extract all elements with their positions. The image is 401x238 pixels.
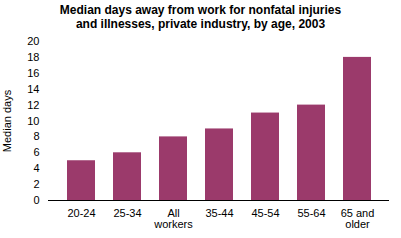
svg-text:4: 4 (33, 162, 39, 174)
svg-text:Allworkers: Allworkers (153, 207, 193, 230)
svg-text:Median days: Median days (1, 89, 13, 152)
svg-text:20: 20 (27, 35, 39, 47)
svg-text:45-54: 45-54 (251, 207, 279, 219)
svg-text:25-34: 25-34 (113, 207, 141, 219)
svg-text:2: 2 (33, 178, 39, 190)
svg-text:18: 18 (27, 51, 39, 63)
svg-text:12: 12 (27, 99, 39, 111)
svg-text:20-24: 20-24 (67, 207, 95, 219)
svg-text:0: 0 (33, 194, 39, 206)
svg-text:6: 6 (33, 146, 39, 158)
svg-text:65 andolder: 65 andolder (341, 207, 375, 230)
svg-text:14: 14 (27, 83, 39, 95)
svg-text:55-64: 55-64 (297, 207, 325, 219)
svg-text:35-44: 35-44 (205, 207, 233, 219)
svg-text:16: 16 (27, 67, 39, 79)
svg-text:10: 10 (27, 115, 39, 127)
svg-text:8: 8 (33, 130, 39, 142)
html-text:Median days away from work for: Median days away from work for nonfatal … (59, 3, 342, 31)
